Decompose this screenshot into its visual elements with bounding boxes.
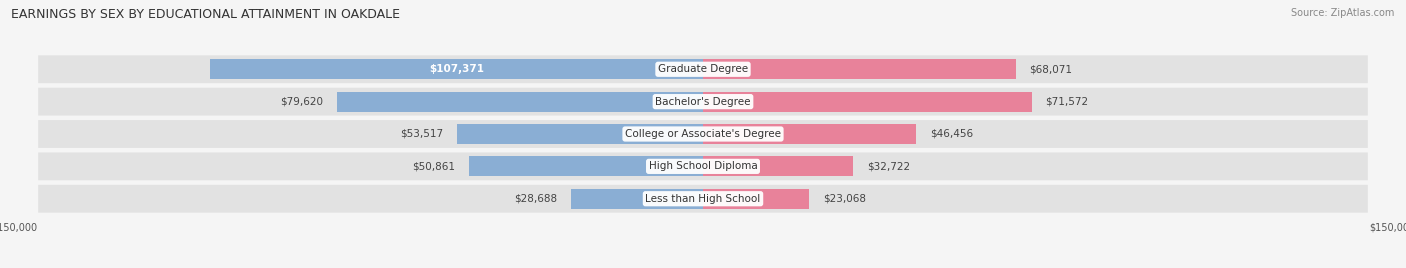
Text: Less than High School: Less than High School xyxy=(645,194,761,204)
Bar xyxy=(457,124,703,144)
Text: College or Associate's Degree: College or Associate's Degree xyxy=(626,129,780,139)
Bar xyxy=(703,59,1015,79)
Text: $68,071: $68,071 xyxy=(1029,64,1073,74)
Text: $46,456: $46,456 xyxy=(931,129,973,139)
Text: $71,572: $71,572 xyxy=(1046,97,1088,107)
Bar xyxy=(209,59,703,79)
FancyBboxPatch shape xyxy=(38,55,1368,83)
FancyBboxPatch shape xyxy=(38,120,1368,148)
Text: Graduate Degree: Graduate Degree xyxy=(658,64,748,74)
Text: High School Diploma: High School Diploma xyxy=(648,161,758,171)
FancyBboxPatch shape xyxy=(38,88,1368,116)
Text: EARNINGS BY SEX BY EDUCATIONAL ATTAINMENT IN OAKDALE: EARNINGS BY SEX BY EDUCATIONAL ATTAINMEN… xyxy=(11,8,401,21)
Bar xyxy=(470,156,703,176)
Text: $23,068: $23,068 xyxy=(823,194,866,204)
Text: $53,517: $53,517 xyxy=(401,129,443,139)
Text: Source: ZipAtlas.com: Source: ZipAtlas.com xyxy=(1291,8,1395,18)
Text: $28,688: $28,688 xyxy=(515,194,557,204)
Bar xyxy=(337,92,703,112)
Bar xyxy=(703,124,917,144)
FancyBboxPatch shape xyxy=(38,185,1368,213)
FancyBboxPatch shape xyxy=(38,152,1368,180)
Bar xyxy=(571,189,703,209)
Text: $32,722: $32,722 xyxy=(868,161,910,171)
Bar xyxy=(703,189,808,209)
Text: $107,371: $107,371 xyxy=(429,64,484,74)
Bar xyxy=(703,156,853,176)
Bar xyxy=(703,92,1032,112)
Text: $50,861: $50,861 xyxy=(412,161,456,171)
Text: Bachelor's Degree: Bachelor's Degree xyxy=(655,97,751,107)
Text: $79,620: $79,620 xyxy=(281,97,323,107)
